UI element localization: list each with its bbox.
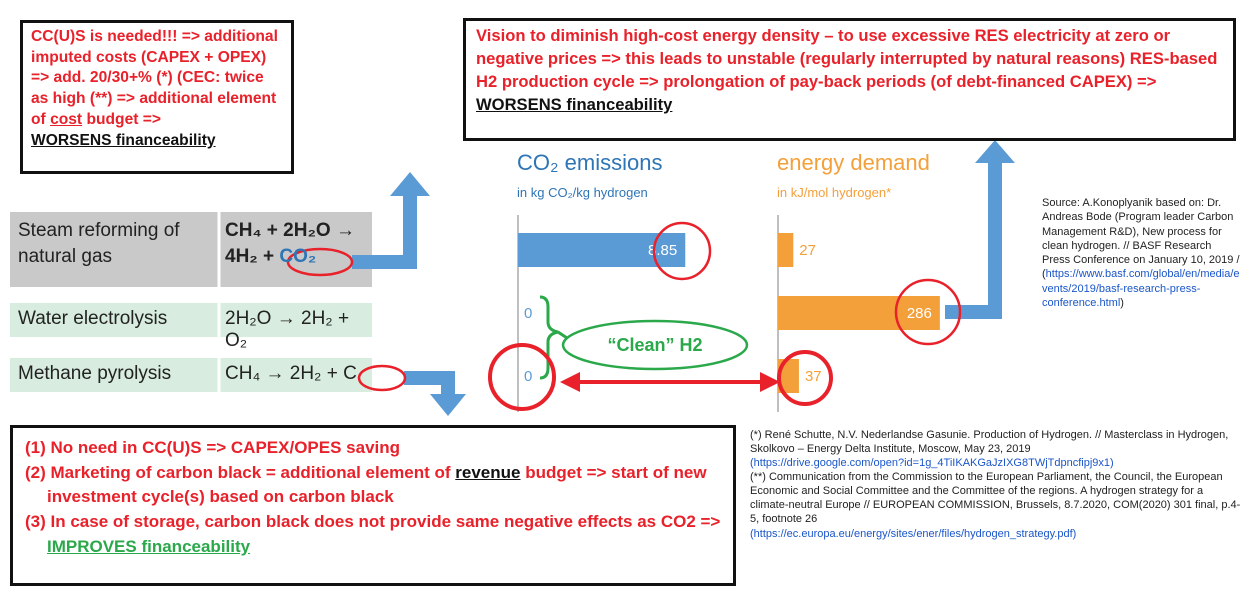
text: CO₂ (279, 246, 317, 267)
value-label: 0 (524, 368, 532, 385)
row-bg (10, 303, 372, 337)
circle (286, 247, 354, 277)
source: Source: A.Konoplyanik based on: Dr. Andr… (1042, 196, 1242, 310)
formula: CH₄ → 2H₂ + C (225, 363, 357, 385)
bar (778, 296, 940, 330)
item: (1) No need in CC(U)S => CAPEX/OPES savi… (25, 436, 721, 461)
co2-title: CO₂ emissions (517, 150, 663, 175)
text: (1) No need in CC(U)S => CAPEX/OPES savi… (25, 438, 401, 457)
value-label: 286 (907, 305, 932, 322)
footnotes: (*) René Schutte, N.V. Nederlandse Gasun… (750, 428, 1242, 541)
circle (652, 221, 712, 281)
item: (3) In case of storage, carbon black doe… (25, 510, 721, 559)
formula: 2H₂O → 2H₂ + O₂ (225, 308, 350, 351)
bars: 8.85 0 0 27 286 37 (518, 233, 940, 393)
text: Vision to diminish high-cost energy dens… (476, 26, 1218, 91)
text: CH₄ → 2H₂ + (225, 363, 338, 384)
arrow-head (430, 394, 466, 416)
value-label: 37 (805, 368, 822, 385)
arrow (404, 371, 455, 395)
bottom-box: (1) No need in CC(U)S => CAPEX/OPES savi… (10, 425, 736, 586)
text: CC(U)S is needed!!! => additional impute… (31, 28, 278, 128)
value-label: 27 (799, 242, 816, 259)
process-row: Steam reforming of natural gas CH₄ + 2H₂… (10, 218, 372, 288)
link[interactable]: (https://drive.google.com/open?id=1g_4Ti… (750, 457, 1114, 470)
arrow-head (975, 140, 1015, 163)
row-bg (10, 358, 372, 392)
footnote: (*) René Schutte, N.V. Nederlandse Gasun… (750, 429, 1229, 456)
clean-label: “Clean” H2 (607, 335, 702, 355)
top-left-box: CC(U)S is needed!!! => additional impute… (20, 20, 294, 174)
energy-subtitle: in kJ/mol hydrogen* (777, 185, 892, 200)
brace (539, 295, 559, 380)
text: 4H₂ + (225, 246, 275, 267)
process-name: Methane pyrolysis (18, 363, 172, 384)
circle (894, 278, 962, 346)
arrow (945, 162, 1002, 319)
text: budget => start of new investment cycle(… (47, 462, 707, 507)
top-right-box: Vision to diminish high-cost energy dens… (463, 18, 1236, 141)
value-label: 0 (524, 305, 532, 322)
item: (2) Marketing of carbon black = addition… (25, 461, 721, 510)
text: Source: A.Konoplyanik based on: Dr. Andr… (1042, 197, 1240, 281)
link[interactable]: https://www.basf.com/global/en/media/eve… (1042, 268, 1240, 310)
text: revenue (455, 462, 521, 482)
circle (777, 350, 833, 406)
circle (357, 364, 407, 392)
energy-title: energy demand (777, 150, 930, 175)
text: budget => (82, 110, 161, 128)
bar (778, 233, 794, 267)
clean-ellipse (561, 319, 749, 371)
text: (2) Marketing of carbon black = addition… (25, 462, 456, 482)
link[interactable]: (https://ec.europa.eu/energy/sites/ener/… (750, 527, 1077, 540)
co2-subtitle: in kg CO₂/kg hydrogen (517, 185, 648, 200)
text: ) (1120, 297, 1124, 310)
arrow-head (390, 172, 430, 196)
text: WORSENS financeability (31, 131, 216, 149)
arrow (352, 195, 417, 269)
value-label: 8.85 (648, 242, 677, 259)
highlights (286, 221, 962, 411)
process-name: Water electrolysis (18, 308, 168, 329)
text: (3) In case of storage, carbon black doe… (25, 511, 721, 531)
formula: CH₄ + 2H₂O → 4H₂ + CO₂ (225, 218, 355, 270)
process-name: Steam reforming of natural gas (18, 220, 180, 267)
footnote: (**) Communication from the Commission t… (750, 471, 1241, 526)
text: cost (50, 110, 83, 128)
text: WORSENS financeability (476, 94, 673, 114)
text: CH₄ + 2H₂O → (225, 220, 355, 241)
text: C (343, 363, 357, 384)
circle (488, 343, 556, 411)
text: IMPROVES financeability (47, 536, 251, 556)
